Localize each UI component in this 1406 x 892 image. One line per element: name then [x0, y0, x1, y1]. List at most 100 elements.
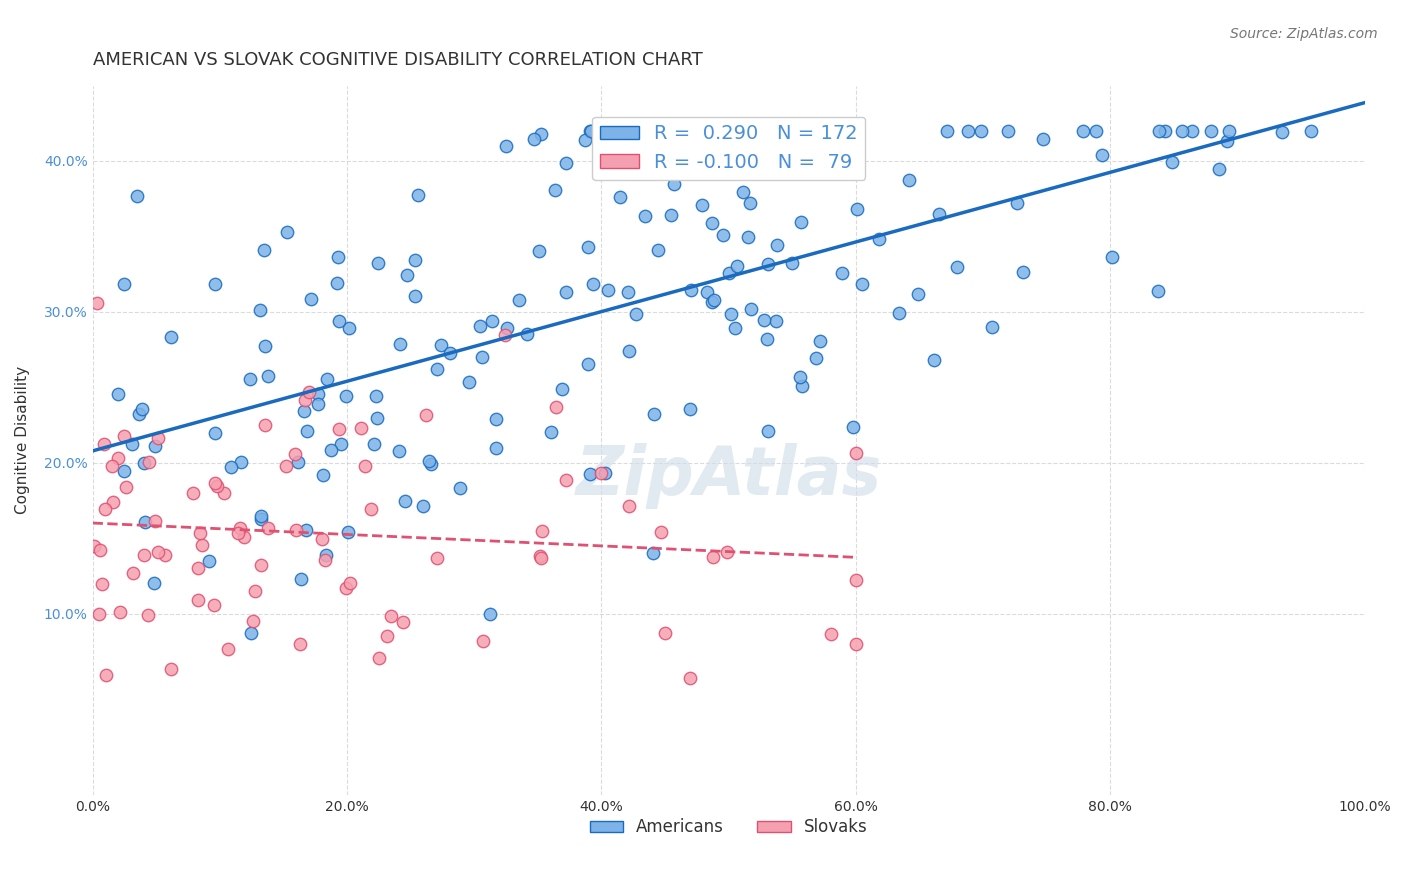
- Point: [388, 337, 411, 351]
- Point: [790, 378, 813, 392]
- Point: [253, 417, 276, 432]
- Point: [394, 494, 416, 508]
- Point: [115, 480, 138, 494]
- Point: [160, 330, 183, 344]
- Point: [582, 277, 605, 292]
- Point: [250, 558, 273, 572]
- Point: [253, 339, 276, 353]
- Point: [297, 425, 319, 439]
- Point: [1012, 265, 1035, 279]
- Point: [328, 422, 350, 436]
- Point: [700, 216, 723, 230]
- Point: [1084, 124, 1107, 138]
- Point: [295, 523, 318, 537]
- Point: [897, 172, 920, 186]
- Point: [219, 460, 242, 475]
- Point: [957, 124, 980, 138]
- Point: [516, 326, 538, 341]
- Point: [868, 232, 890, 246]
- Point: [724, 321, 747, 335]
- Point: [285, 523, 308, 537]
- Point: [703, 124, 725, 138]
- Point: [946, 260, 969, 274]
- Point: [337, 321, 360, 335]
- Point: [1005, 195, 1028, 210]
- Point: [364, 389, 387, 403]
- Point: [330, 437, 353, 451]
- Point: [253, 243, 276, 257]
- Point: [93, 502, 115, 516]
- Point: [229, 521, 252, 535]
- Point: [229, 454, 252, 468]
- Point: [134, 456, 156, 470]
- Point: [319, 443, 342, 458]
- Point: [576, 357, 599, 371]
- Point: [89, 607, 111, 621]
- Point: [315, 548, 337, 562]
- Point: [108, 605, 131, 619]
- Point: [187, 561, 209, 575]
- Point: [970, 124, 993, 138]
- Point: [540, 425, 562, 439]
- Point: [907, 287, 929, 301]
- Point: [471, 350, 494, 364]
- Point: [696, 285, 718, 300]
- Point: [789, 369, 811, 384]
- Point: [426, 362, 449, 376]
- Point: [617, 285, 640, 300]
- Point: [617, 344, 640, 359]
- Point: [647, 244, 669, 258]
- Point: [339, 575, 361, 590]
- Point: [1171, 124, 1194, 138]
- Point: [128, 407, 150, 421]
- Point: [831, 266, 853, 280]
- Point: [804, 351, 827, 366]
- Point: [745, 126, 768, 140]
- Point: [596, 283, 619, 297]
- Point: [153, 548, 176, 562]
- Point: [530, 550, 553, 565]
- Point: [288, 637, 311, 651]
- Point: [312, 467, 335, 482]
- Point: [495, 321, 517, 335]
- Point: [406, 187, 429, 202]
- Point: [740, 196, 762, 211]
- Point: [284, 447, 307, 461]
- Point: [766, 237, 789, 252]
- Point: [307, 397, 329, 411]
- Point: [205, 479, 228, 493]
- Point: [1147, 284, 1170, 298]
- Point: [245, 584, 267, 599]
- Point: [544, 183, 567, 197]
- Point: [217, 642, 239, 657]
- Point: [997, 124, 1019, 138]
- Point: [366, 411, 388, 425]
- Point: [574, 133, 596, 147]
- Point: [107, 451, 129, 466]
- Point: [756, 332, 779, 346]
- Point: [90, 577, 112, 591]
- Point: [555, 285, 578, 300]
- Point: [481, 313, 503, 327]
- Point: [86, 296, 108, 310]
- Point: [679, 401, 702, 416]
- Point: [762, 134, 785, 148]
- Point: [576, 240, 599, 254]
- Point: [531, 524, 554, 538]
- Point: [131, 401, 153, 416]
- Point: [350, 421, 373, 435]
- Point: [360, 501, 382, 516]
- Point: [659, 208, 682, 222]
- Point: [740, 302, 762, 317]
- Point: [1218, 124, 1240, 138]
- Point: [294, 392, 316, 407]
- Point: [928, 207, 950, 221]
- Point: [287, 455, 309, 469]
- Point: [550, 382, 572, 396]
- Point: [336, 525, 359, 540]
- Point: [458, 375, 481, 389]
- Point: [439, 346, 461, 360]
- Point: [700, 295, 723, 310]
- Point: [415, 409, 437, 423]
- Point: [107, 387, 129, 401]
